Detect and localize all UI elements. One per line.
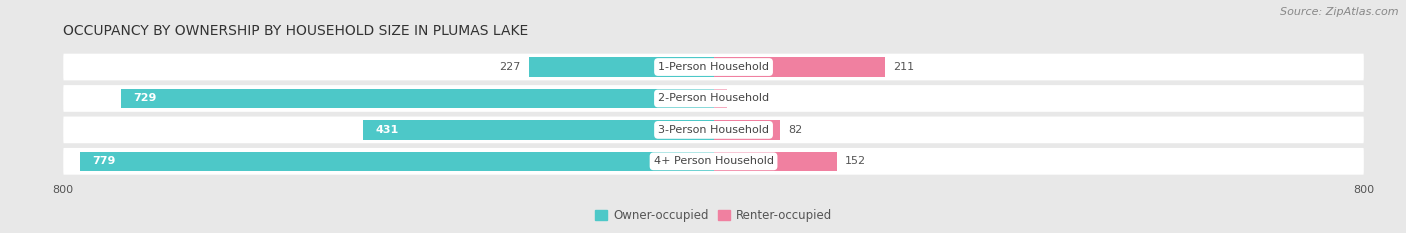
Text: 152: 152 (845, 156, 866, 166)
Bar (529, 57, 713, 77)
Text: 1-Person Household: 1-Person Household (658, 62, 769, 72)
Legend: Owner-occupied, Renter-occupied: Owner-occupied, Renter-occupied (591, 205, 837, 227)
Bar (713, 120, 780, 140)
FancyBboxPatch shape (63, 85, 1364, 112)
Text: 729: 729 (134, 93, 156, 103)
FancyBboxPatch shape (63, 54, 1364, 80)
Text: 82: 82 (789, 125, 803, 135)
Text: 779: 779 (93, 156, 115, 166)
Text: 3-Person Household: 3-Person Household (658, 125, 769, 135)
Text: 4+ Person Household: 4+ Person Household (654, 156, 773, 166)
Text: 227: 227 (499, 62, 520, 72)
Text: 211: 211 (893, 62, 914, 72)
Text: 2-Person Household: 2-Person Household (658, 93, 769, 103)
Bar (121, 89, 713, 108)
Text: 17: 17 (735, 93, 749, 103)
FancyBboxPatch shape (63, 116, 1364, 143)
Text: Source: ZipAtlas.com: Source: ZipAtlas.com (1281, 7, 1399, 17)
Bar (713, 152, 837, 171)
Text: OCCUPANCY BY OWNERSHIP BY HOUSEHOLD SIZE IN PLUMAS LAKE: OCCUPANCY BY OWNERSHIP BY HOUSEHOLD SIZE… (63, 24, 529, 38)
Text: 431: 431 (375, 125, 399, 135)
Bar (363, 120, 713, 140)
FancyBboxPatch shape (63, 148, 1364, 175)
Bar (713, 89, 727, 108)
Bar (713, 57, 884, 77)
Bar (80, 152, 713, 171)
